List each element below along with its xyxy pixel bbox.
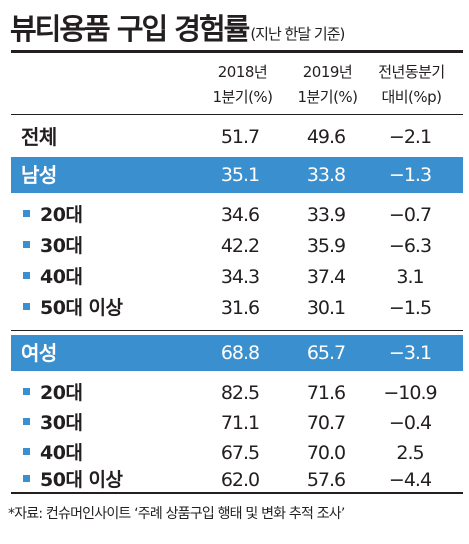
cell-change: −0.4 [388,412,432,434]
cell-2019: 49.6 [306,126,346,148]
bottom-rule [11,492,463,494]
cell-2018: 35.1 [220,164,260,186]
row-label: 40대 [40,442,83,464]
column-header-2018: 2018년 1분기(%) [190,60,295,110]
table-row-male-20s: 20대 34.6 33.9 −0.7 [11,197,463,233]
row-label: 30대 [40,412,83,434]
row-label: 20대 [40,204,83,226]
section-rule [11,330,463,331]
table-title: 뷰티용품 구입 경험률 [10,12,250,46]
cell-change: −1.3 [388,164,432,186]
cell-2018: 67.5 [220,442,260,464]
bullet-square-icon [23,418,30,425]
row-label: 20대 [40,382,83,404]
bullet-square-icon [23,272,30,279]
top-rule [11,50,463,53]
cell-change: −10.9 [383,382,437,404]
cell-2018: 82.5 [220,382,260,404]
table-row-female-50s-plus: 50대 이상 62.0 57.6 −4.4 [11,462,463,498]
cell-2019: 33.9 [306,204,346,226]
column-header-line2: 대비(%p) [381,88,442,106]
cell-change: −2.1 [388,126,432,148]
table-row-female-40s: 40대 67.5 70.0 2.5 [11,435,463,471]
row-label: 30대 [40,235,83,257]
row-label: 40대 [40,266,83,288]
bullet-square-icon [23,475,30,482]
column-header-2019: 2019년 1분기(%) [275,60,380,110]
cell-change: −1.5 [388,297,432,319]
cell-2018: 51.7 [220,126,260,148]
cell-2018: 34.6 [220,204,260,226]
bullet-square-icon [23,303,30,310]
bullet-square-icon [23,210,30,217]
row-label: 50대 이상 [40,297,123,319]
table-title-row: 뷰티용품 구입 경험률 (지난 한달 기준) [10,6,465,50]
cell-change: −6.3 [388,235,432,257]
cell-2019: 65.7 [306,342,346,364]
table-row-male-40s: 40대 34.3 37.4 3.1 [11,259,463,295]
cell-change: −0.7 [388,204,432,226]
cell-2018: 71.1 [220,412,260,434]
cell-2019: 30.1 [306,297,346,319]
cell-change: 2.5 [396,442,424,464]
header-rule [11,114,463,115]
cell-2019: 37.4 [306,266,346,288]
column-header-line1: 2018년 [217,63,268,81]
table-row-female-20s: 20대 82.5 71.6 −10.9 [11,375,463,411]
table-row-total: 전체 51.7 49.6 −2.1 [11,119,463,155]
table-row-male-50s-plus: 50대 이상 31.6 30.1 −1.5 [11,290,463,326]
bullet-square-icon [23,388,30,395]
table-row-female: 여성 68.8 65.7 −3.1 [11,335,463,371]
bullet-square-icon [23,241,30,248]
column-header-change: 전년동분기 대비(%p) [359,60,464,110]
cell-2018: 42.2 [220,235,260,257]
cell-change: −4.4 [388,469,432,491]
table-subtitle: (지난 한달 기준) [250,25,345,43]
row-label: 50대 이상 [40,469,123,491]
cell-change: 3.1 [396,266,424,288]
cell-2019: 71.6 [306,382,346,404]
cell-2018: 68.8 [220,342,260,364]
table-row-male-30s: 30대 42.2 35.9 −6.3 [11,228,463,264]
source-note: *자료: 컨슈머인사이트 ‘주례 상품구입 행태 및 변화 추적 조사’ [8,506,345,522]
cell-2019: 70.0 [306,442,346,464]
cell-change: −3.1 [388,342,432,364]
cell-2018: 34.3 [220,266,260,288]
column-header-line1: 전년동분기 [378,63,445,81]
row-label: 전체 [21,125,57,149]
cell-2019: 35.9 [306,235,346,257]
cell-2019: 57.6 [306,469,346,491]
bullet-square-icon [23,448,30,455]
table-row-male: 남성 35.1 33.8 −1.3 [11,157,463,193]
cell-2019: 33.8 [306,164,346,186]
row-label: 남성 [21,163,57,187]
cell-2018: 62.0 [220,469,260,491]
cell-2019: 70.7 [306,412,346,434]
column-header-line2: 1분기(%) [212,88,273,106]
column-header-line1: 2019년 [302,63,353,81]
table-row-female-30s: 30대 71.1 70.7 −0.4 [11,405,463,441]
row-label: 여성 [21,341,57,365]
column-header-line2: 1분기(%) [297,88,358,106]
cell-2018: 31.6 [220,297,260,319]
